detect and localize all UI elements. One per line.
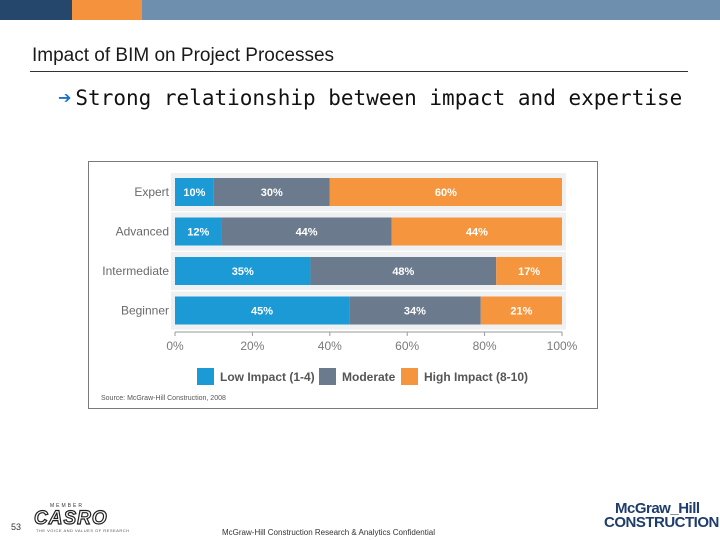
data-label: 12% — [187, 227, 209, 239]
legend-label: Moderate — [342, 370, 396, 384]
legend-label: High Impact (8-10) — [424, 370, 528, 384]
slide-title: Impact of BIM on Project Processes — [32, 45, 335, 66]
x-tick-label: 80% — [473, 339, 497, 353]
data-label: 48% — [392, 266, 414, 278]
bar-segment — [496, 257, 562, 285]
data-label: 30% — [261, 187, 283, 199]
bar-segment — [391, 217, 562, 246]
bar-segment — [329, 178, 562, 206]
bar-segment — [221, 217, 392, 246]
legend-swatch — [319, 368, 336, 385]
title-divider — [30, 71, 688, 72]
data-label: 45% — [251, 306, 273, 318]
x-tick-label: 40% — [318, 339, 342, 353]
bar-segment — [213, 178, 330, 206]
bar-segment — [175, 217, 222, 246]
category-label: Beginner — [121, 304, 169, 318]
legend-label: Low Impact (1-4) — [220, 370, 315, 384]
stacked-bar-chart: Expert 10% 30% 60% Advanced 12% 44% 44% Intermed… — [101, 173, 578, 402]
top-bar-segment-orange — [72, 0, 142, 20]
casro-tagline: THE VOICE AND VALUES OF RESEARCH — [36, 528, 130, 533]
x-tick-label: 0% — [166, 339, 184, 353]
bar-segment — [310, 257, 497, 285]
data-label: 34% — [404, 306, 426, 318]
data-label: 44% — [296, 227, 318, 239]
x-tick-label: 100% — [547, 339, 578, 353]
bar-segment — [175, 257, 311, 285]
data-label: 35% — [232, 266, 254, 278]
bullet-text: Strong relationship between impact and e… — [75, 86, 683, 110]
data-label: 44% — [466, 227, 488, 239]
brand-logo-line1: McGraw_Hill — [615, 500, 700, 517]
page-number: 53 — [11, 522, 22, 532]
category-label: Expert — [134, 185, 169, 199]
data-label: 10% — [183, 187, 205, 199]
top-color-bar — [0, 0, 720, 20]
casro-logo: CASRO — [33, 507, 108, 529]
x-tick-label: 60% — [395, 339, 419, 353]
bullet-point: ➔ Strong relationship between impact and … — [58, 86, 682, 110]
bar-segment — [349, 296, 481, 325]
legend-swatch — [401, 368, 418, 385]
top-bar-segment-steel — [142, 0, 720, 20]
bar-segment — [175, 178, 214, 206]
bar-segment — [480, 296, 562, 325]
casro-member-text: MEMBER — [50, 503, 84, 509]
chart-frame: Expert 10% 30% 60% Advanced 12% 44% 44% Intermed… — [88, 161, 598, 409]
arrow-bullet-icon: ➔ — [58, 88, 72, 107]
source-note: Source: McGraw-Hill Construction, 2008 — [101, 395, 226, 402]
data-label: 60% — [435, 187, 457, 199]
category-label: Intermediate — [102, 264, 169, 278]
brand-logo-line2: CONSTRUCTION — [604, 514, 719, 531]
data-label: 17% — [518, 266, 540, 278]
x-tick-label: 20% — [240, 339, 264, 353]
legend-swatch — [197, 368, 214, 385]
category-label: Advanced — [116, 225, 169, 239]
footer-confidential: McGraw-Hill Construction Research & Anal… — [222, 528, 435, 537]
top-bar-segment-navy — [0, 0, 72, 20]
bar-segment — [175, 296, 350, 325]
data-label: 21% — [510, 306, 532, 318]
